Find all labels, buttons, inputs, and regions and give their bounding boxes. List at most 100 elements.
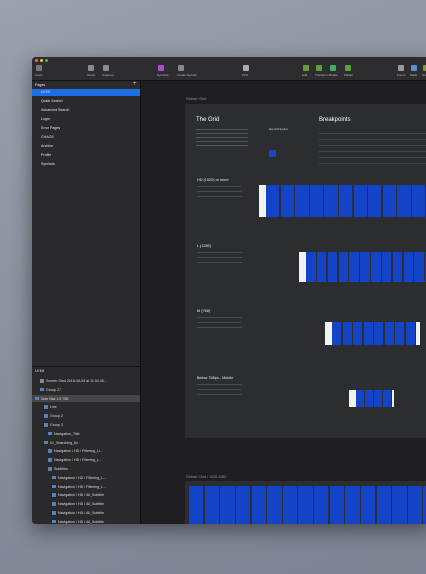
toolbar-icon[interactable] — [36, 65, 42, 71]
table-line — [319, 157, 426, 158]
add-page[interactable]: + — [133, 81, 137, 87]
artboard-label: Global / Grid / 1920-1080 — [186, 475, 227, 479]
grid-title: The Grid — [196, 117, 220, 123]
toolbar-icon[interactable] — [243, 65, 249, 71]
layer-item[interactable]: Navigation / HD / All_Subtitle — [58, 511, 104, 515]
layer-item[interactable]: Navigation / HD / Filtering_L... — [54, 458, 102, 463]
grid-column — [363, 322, 373, 345]
section-title: M (768) — [197, 309, 211, 313]
grid-column — [381, 252, 392, 282]
close-button[interactable] — [35, 59, 38, 62]
toolbar-label: Scale — [422, 73, 426, 77]
layer-item[interactable]: Line — [50, 405, 57, 410]
toolbar-icon[interactable] — [411, 65, 417, 71]
grid-column — [371, 252, 381, 282]
text-line — [197, 196, 242, 197]
layer-item[interactable]: Subtitles — [54, 467, 68, 471]
text-line — [197, 257, 242, 258]
layer-icon — [48, 458, 52, 462]
grid-column — [235, 486, 251, 524]
page-item[interactable]: CHAOS — [41, 135, 54, 139]
page-item[interactable]: Advanced Search — [41, 108, 70, 112]
text-line — [197, 327, 242, 328]
layer-icon — [48, 467, 52, 471]
layer-icon — [40, 387, 44, 392]
section-title: HD (1920) or more — [197, 178, 229, 182]
grid-column — [353, 185, 367, 217]
grid-column — [376, 486, 391, 524]
grid-margin — [416, 322, 420, 345]
page-item[interactable]: Profile — [41, 153, 52, 157]
toolbar-icon[interactable] — [178, 65, 184, 71]
layer-item[interactable]: Screen Shot 2018-06-04 at 11.53.40... — [46, 379, 107, 383]
section-title: Below 768px - Mobile — [197, 376, 234, 380]
layer-item[interactable]: Navigation / HD / All_Subtitle — [58, 493, 104, 498]
toolbar-icon[interactable] — [103, 65, 109, 71]
page-item[interactable]: Symbols — [41, 162, 55, 166]
layer-item[interactable]: Side Nav LG 768 — [41, 396, 69, 401]
grid-column — [309, 185, 324, 217]
grid-column — [403, 252, 414, 282]
section-title: L (1280) — [197, 244, 212, 248]
layer-icon — [44, 414, 48, 418]
grid-system-label: App Grid System — [269, 128, 288, 131]
layer-item[interactable]: Group 27 — [46, 387, 61, 392]
toolbar-icon[interactable] — [88, 65, 94, 71]
layer-item[interactable]: Navigation / HD / Filtering_L... — [58, 484, 106, 489]
layer-item[interactable]: Navigation / HD / Filtering_Li... — [54, 449, 103, 454]
toolbar-icon[interactable] — [330, 65, 336, 71]
toolbar-icon[interactable] — [316, 65, 322, 71]
text-line — [197, 252, 242, 253]
grid-column — [342, 322, 352, 345]
swatch — [269, 150, 276, 157]
layer-item[interactable]: Navigation / HD / All_Subtitle — [58, 502, 104, 507]
layer-icon — [35, 396, 39, 401]
page-item[interactable]: Login — [41, 117, 50, 121]
grid-column — [368, 185, 382, 217]
toolbar-icon[interactable] — [345, 65, 351, 71]
text-line — [196, 145, 248, 146]
grid-column — [411, 185, 426, 217]
toolbar-icon[interactable] — [398, 65, 404, 71]
layer-item[interactable]: Group 2 — [50, 414, 63, 419]
toolbar-icon[interactable] — [303, 65, 309, 71]
text-line — [196, 141, 248, 142]
page-item[interactable]: Archive — [41, 144, 53, 148]
layer-item[interactable]: 01_Searching_fix — [50, 440, 78, 445]
toolbar-label: 27% — [242, 73, 249, 77]
sidebar: Pages + UI Kit UI Kit Quick Search Advance… — [32, 81, 141, 524]
toolbar-label: Flatten — [344, 73, 354, 77]
grid-margin — [392, 390, 394, 407]
grid-column — [356, 390, 364, 407]
selected-layer — [32, 395, 140, 403]
toolbar-label: Ungroup — [102, 73, 114, 77]
layer-item[interactable]: Navigation / HD / Filtering_L... — [58, 475, 106, 480]
layer-item[interactable]: Group 3 — [50, 423, 63, 427]
grid-column — [267, 486, 282, 524]
layer-item[interactable]: Navigation_Title — [54, 431, 80, 436]
table-line — [319, 133, 426, 134]
text-line — [197, 389, 242, 390]
layer-icon — [52, 484, 56, 489]
page-item[interactable]: UI Kit — [41, 90, 50, 94]
layer-icon — [52, 511, 56, 515]
grid-column — [360, 252, 370, 282]
layer-icon — [52, 493, 56, 497]
toolbar — [32, 57, 426, 81]
grid-column — [314, 486, 329, 524]
layer-icon — [48, 449, 52, 453]
zoom-button[interactable] — [45, 59, 48, 62]
page-item[interactable]: Error Pages — [41, 126, 61, 130]
page-item[interactable]: Quick Search — [41, 99, 63, 103]
text-line — [196, 133, 248, 134]
minimize-button[interactable] — [40, 59, 43, 62]
toolbar-icon[interactable] — [158, 65, 164, 71]
toolbar-icon[interactable] — [423, 65, 426, 71]
grid-column — [266, 185, 280, 217]
toolbar-label: Edit — [302, 73, 308, 77]
grid-column — [395, 322, 405, 345]
layer-icon — [52, 475, 56, 480]
layer-item[interactable]: Navigation / HD / All_Subtitle — [58, 519, 104, 524]
artboard: The Grid Breakpoints App Grid System HD (19… — [185, 104, 426, 438]
